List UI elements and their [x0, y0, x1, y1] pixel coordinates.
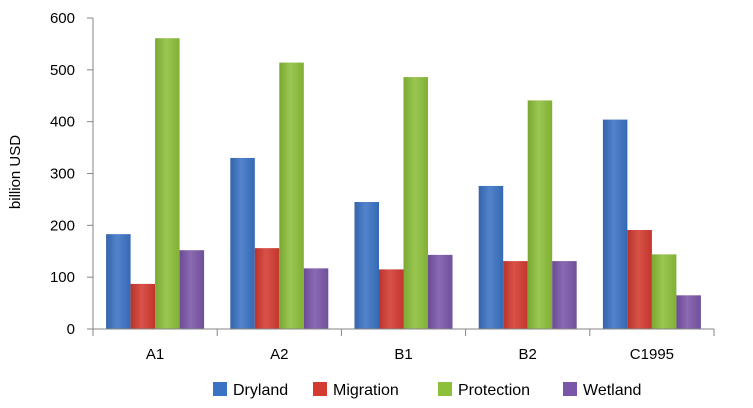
y-tick-label: 400: [50, 114, 75, 131]
y-axis-title: billion USD: [7, 135, 24, 209]
bar-dryland-b1: [354, 202, 379, 329]
bar-migration-b2: [503, 261, 528, 329]
x-tick-label: B2: [519, 346, 537, 363]
y-axis-ticks: 0 100 200 300 400 500 600: [50, 10, 93, 338]
y-tick-label: 200: [50, 217, 75, 234]
bar-migration-a2: [254, 248, 280, 329]
legend-label-migration: Migration: [333, 382, 399, 399]
legend-label-protection: Protection: [458, 382, 530, 399]
y-tick-label: 600: [50, 10, 75, 27]
bar-wetland-b2: [552, 261, 577, 329]
bar-protection-b1: [403, 77, 428, 329]
x-tick-label: B1: [394, 346, 412, 363]
y-tick-label: 500: [50, 62, 75, 79]
legend-label-wetland: Wetland: [583, 382, 641, 399]
bar-wetland-a2: [303, 268, 329, 329]
bar-wetland-a1: [179, 250, 205, 329]
bar-migration-b1: [379, 269, 404, 329]
legend-swatch-protection: [438, 382, 452, 396]
legend: Dryland Migration Protection Wetland: [213, 382, 641, 399]
y-tick-label: 0: [67, 321, 75, 338]
x-tick-label: A2: [270, 346, 288, 363]
legend-swatch-migration: [313, 382, 327, 396]
x-axis-ticks: A1 A2 B1 B2 C1995: [92, 329, 715, 363]
bar-migration-c1995: [627, 229, 652, 329]
bar-dryland-c1995: [602, 119, 628, 330]
bar-migration-a1: [130, 283, 156, 329]
bar-protection-a1: [155, 38, 180, 330]
bar-dryland-a1: [106, 234, 131, 329]
y-tick-label: 100: [50, 269, 75, 286]
legend-swatch-dryland: [213, 382, 227, 396]
x-tick-label: C1995: [630, 346, 674, 363]
bar-dryland-a2: [230, 157, 255, 329]
axes: [92, 18, 714, 330]
bar-protection-c1995: [651, 254, 677, 329]
bar-protection-b2: [527, 100, 553, 329]
x-tick-label: A1: [146, 346, 164, 363]
bar-wetland-c1995: [676, 295, 701, 329]
y-tick-label: 300: [50, 166, 75, 183]
bars-group: [106, 38, 701, 330]
bar-dryland-b2: [478, 185, 504, 329]
bar-protection-a2: [279, 62, 304, 330]
legend-label-dryland: Dryland: [233, 382, 288, 399]
bar-wetland-b1: [428, 254, 453, 329]
legend-swatch-wetland: [563, 382, 577, 396]
